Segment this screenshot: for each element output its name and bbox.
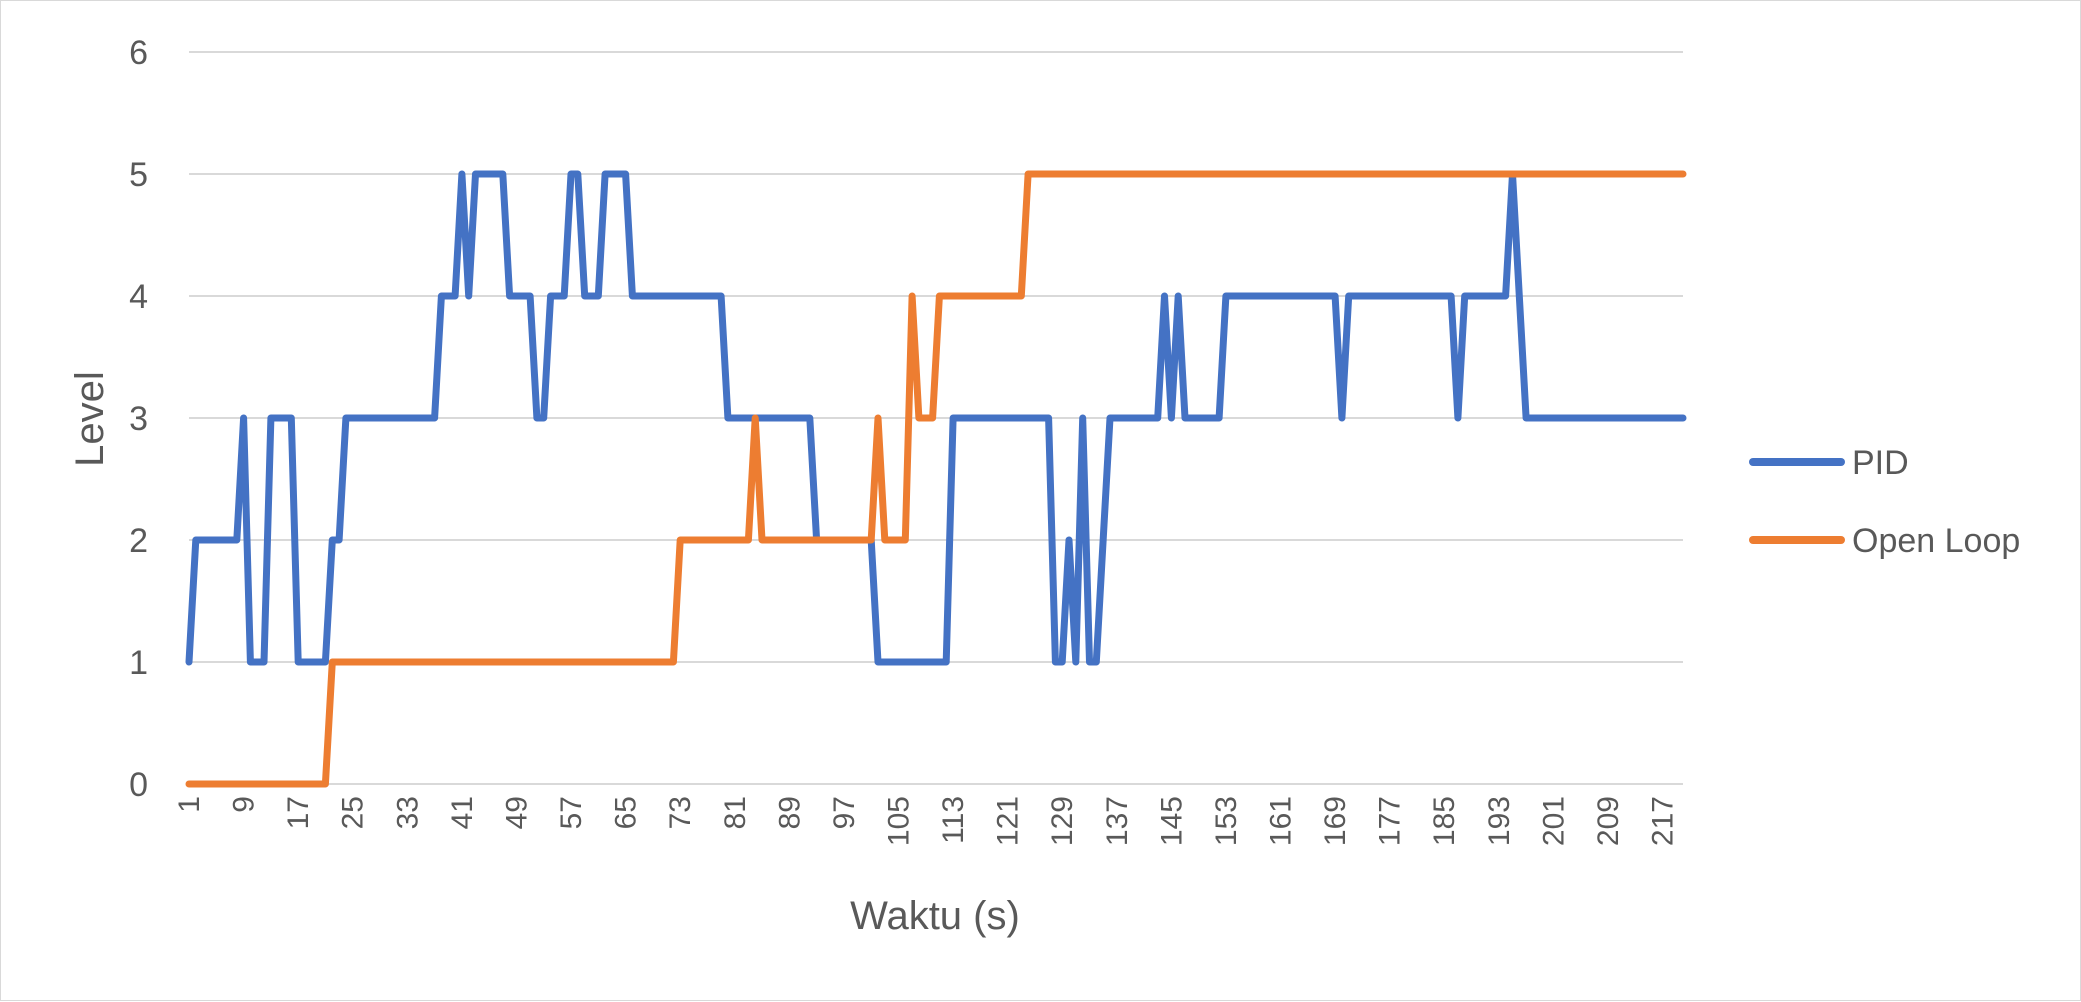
x-tick-label: 137	[1101, 796, 1134, 846]
series-line-pid	[185, 170, 1687, 666]
x-tick-label: 41	[446, 796, 479, 829]
legend: PID Open Loop	[1749, 444, 2020, 560]
y-tick-label: 6	[129, 34, 148, 72]
x-tick-label: 1	[173, 796, 206, 813]
series-line-open-loop	[185, 170, 1687, 788]
x-tick-label: 49	[500, 796, 533, 829]
x-tick-label: 57	[555, 796, 588, 829]
x-axis-title: Waktu (s)	[850, 894, 1020, 938]
y-tick-label: 3	[129, 400, 148, 438]
x-tick-label: 105	[882, 796, 915, 846]
legend-label-pid: PID	[1852, 444, 1909, 482]
y-tick-label: 4	[129, 278, 148, 316]
x-tick-label: 89	[773, 796, 806, 829]
y-axis-ticks: 0 1 2 3 4 5 6	[129, 34, 148, 804]
x-tick-label: 161	[1265, 796, 1298, 846]
x-tick-label: 9	[228, 796, 261, 813]
y-axis-title: Level	[68, 371, 112, 467]
series-lines	[185, 170, 1687, 788]
x-tick-label: 33	[391, 796, 424, 829]
x-tick-label: 73	[664, 796, 697, 829]
x-tick-label: 113	[937, 796, 970, 844]
x-tick-label: 201	[1537, 796, 1570, 846]
y-tick-label: 1	[129, 644, 148, 682]
x-tick-label: 65	[610, 796, 643, 829]
x-tick-label: 129	[1046, 796, 1079, 846]
x-tick-label: 177	[1374, 796, 1407, 846]
x-tick-label: 209	[1592, 796, 1625, 846]
x-tick-label: 121	[992, 796, 1025, 846]
x-tick-label: 193	[1483, 796, 1516, 846]
x-tick-label: 145	[1155, 796, 1188, 846]
x-tick-label: 185	[1428, 796, 1461, 846]
y-tick-label: 2	[129, 522, 148, 560]
y-tick-label: 5	[129, 156, 148, 194]
x-tick-label: 169	[1319, 796, 1352, 846]
y-tick-label: 0	[129, 766, 148, 804]
x-tick-label: 97	[828, 796, 861, 829]
x-tick-label: 17	[282, 796, 315, 829]
x-axis-ticks: 1 9 17 25 33 41 49 57 65 73 81 89 97 105 113 121 129 137 1…	[173, 796, 1680, 846]
x-tick-label: 25	[337, 796, 370, 829]
x-tick-label: 217	[1647, 796, 1680, 846]
x-tick-label: 153	[1210, 796, 1243, 846]
legend-label-open-loop: Open Loop	[1852, 522, 2020, 560]
x-tick-label: 81	[719, 796, 752, 829]
